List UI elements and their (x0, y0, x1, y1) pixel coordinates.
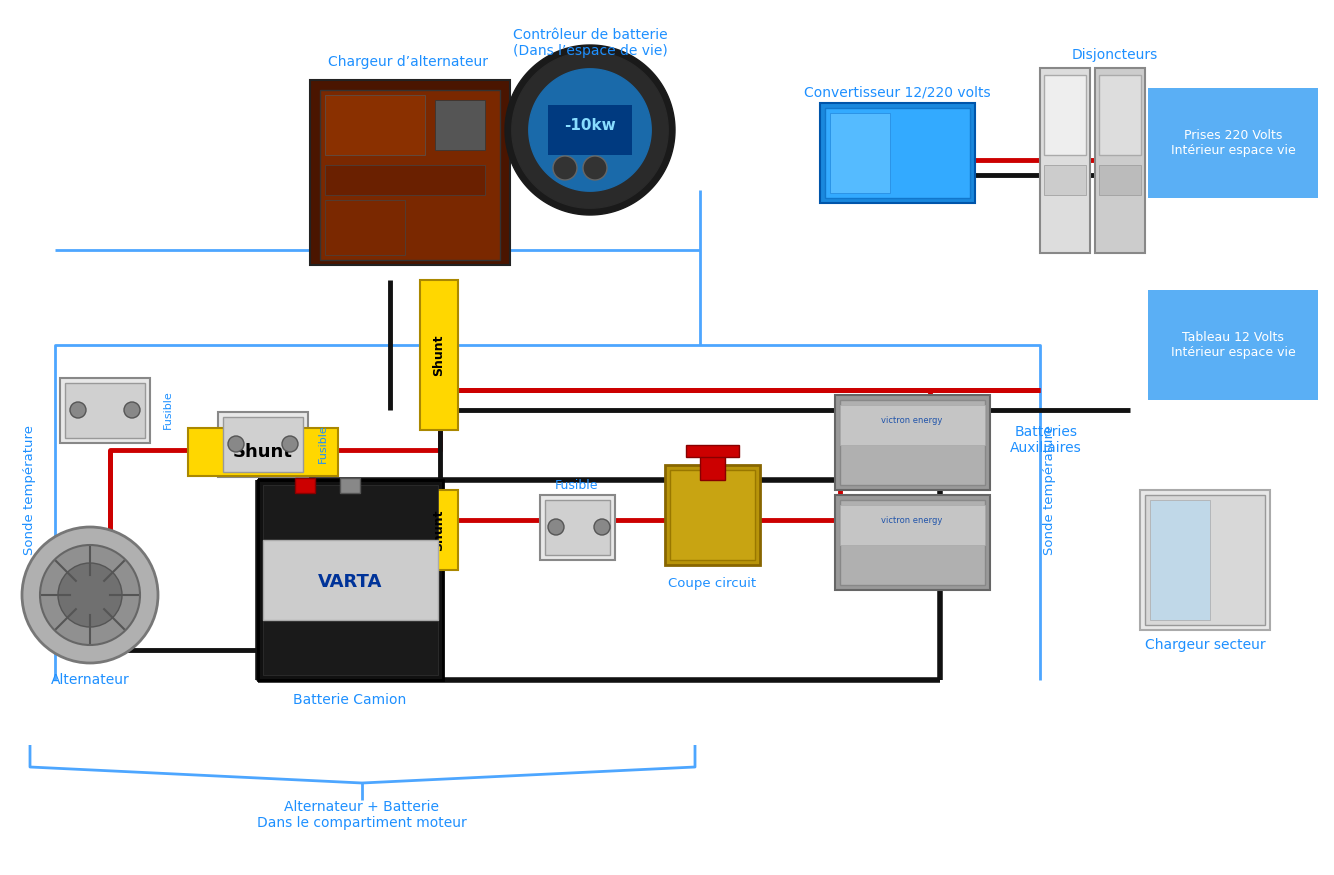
Circle shape (57, 563, 121, 627)
Text: Tableau 12 Volts
Intérieur espace vie: Tableau 12 Volts Intérieur espace vie (1171, 331, 1295, 359)
Text: Batteries
Auxiliaires: Batteries Auxiliaires (1010, 425, 1082, 455)
FancyBboxPatch shape (65, 383, 145, 438)
FancyBboxPatch shape (1150, 500, 1210, 620)
Polygon shape (506, 45, 675, 215)
Circle shape (21, 527, 157, 663)
FancyBboxPatch shape (1141, 490, 1270, 630)
Text: victron energy: victron energy (882, 515, 943, 524)
Circle shape (40, 545, 140, 645)
Text: Convertisseur 12/220 volts: Convertisseur 12/220 volts (803, 85, 990, 99)
FancyBboxPatch shape (1045, 75, 1086, 155)
FancyBboxPatch shape (700, 450, 724, 480)
Text: VARTA: VARTA (317, 573, 382, 591)
FancyBboxPatch shape (840, 400, 984, 485)
Text: Alternateur: Alternateur (51, 673, 129, 687)
Text: Shunt: Shunt (233, 443, 293, 461)
Circle shape (69, 402, 85, 418)
Polygon shape (512, 52, 668, 208)
FancyBboxPatch shape (320, 90, 500, 260)
Text: Contrôleur de batterie
(Dans l’espace de vie): Contrôleur de batterie (Dans l’espace de… (512, 28, 667, 58)
FancyBboxPatch shape (840, 405, 984, 445)
FancyBboxPatch shape (223, 417, 303, 472)
Text: victron energy: victron energy (882, 416, 943, 424)
Circle shape (548, 519, 564, 535)
Text: Fusible: Fusible (555, 479, 599, 492)
FancyBboxPatch shape (840, 500, 984, 585)
FancyBboxPatch shape (670, 470, 755, 560)
Text: Chargeur d’alternateur: Chargeur d’alternateur (328, 55, 488, 69)
Text: Disjoncteurs: Disjoncteurs (1073, 48, 1158, 62)
FancyBboxPatch shape (1145, 495, 1265, 625)
Text: Shunt: Shunt (432, 509, 446, 550)
Circle shape (554, 156, 578, 180)
FancyBboxPatch shape (257, 480, 443, 680)
Text: Chargeur secteur: Chargeur secteur (1145, 638, 1266, 652)
FancyBboxPatch shape (263, 540, 438, 620)
FancyBboxPatch shape (840, 505, 984, 545)
Text: Coupe circuit: Coupe circuit (668, 577, 756, 590)
FancyBboxPatch shape (309, 80, 510, 265)
Circle shape (228, 436, 244, 452)
FancyBboxPatch shape (1041, 68, 1090, 253)
FancyBboxPatch shape (1149, 88, 1318, 198)
Polygon shape (528, 69, 651, 192)
FancyBboxPatch shape (1095, 68, 1145, 253)
Text: Shunt: Shunt (432, 334, 446, 375)
FancyBboxPatch shape (1045, 165, 1086, 195)
Text: Prises 220 Volts
Intérieur espace vie: Prises 220 Volts Intérieur espace vie (1171, 129, 1295, 157)
FancyBboxPatch shape (540, 495, 615, 560)
Text: Batterie Camion: Batterie Camion (293, 693, 407, 707)
Text: Sonde température: Sonde température (1043, 425, 1057, 555)
FancyBboxPatch shape (1099, 75, 1141, 155)
FancyBboxPatch shape (420, 490, 458, 570)
FancyBboxPatch shape (340, 478, 360, 493)
FancyBboxPatch shape (824, 108, 970, 198)
FancyBboxPatch shape (548, 105, 632, 155)
Text: Fusible: Fusible (317, 424, 328, 464)
Circle shape (124, 402, 140, 418)
Circle shape (281, 436, 297, 452)
FancyBboxPatch shape (835, 495, 990, 590)
FancyBboxPatch shape (217, 412, 308, 477)
FancyBboxPatch shape (820, 103, 975, 203)
FancyBboxPatch shape (325, 200, 406, 255)
FancyBboxPatch shape (686, 445, 739, 457)
FancyBboxPatch shape (188, 428, 338, 476)
FancyBboxPatch shape (325, 165, 486, 195)
FancyBboxPatch shape (546, 500, 610, 555)
FancyBboxPatch shape (295, 478, 315, 493)
FancyBboxPatch shape (835, 395, 990, 490)
FancyBboxPatch shape (325, 95, 426, 155)
FancyBboxPatch shape (1099, 165, 1141, 195)
Text: Fusible: Fusible (163, 390, 173, 430)
FancyBboxPatch shape (435, 100, 486, 150)
FancyBboxPatch shape (420, 280, 458, 430)
Text: Sonde température: Sonde température (24, 425, 36, 555)
FancyBboxPatch shape (263, 485, 438, 675)
Text: -10kw: -10kw (564, 117, 616, 132)
Text: Alternateur + Batterie
Dans le compartiment moteur: Alternateur + Batterie Dans le compartim… (257, 800, 467, 830)
Circle shape (594, 519, 610, 535)
FancyBboxPatch shape (60, 378, 149, 443)
Circle shape (583, 156, 607, 180)
FancyBboxPatch shape (1149, 290, 1318, 400)
FancyBboxPatch shape (830, 113, 890, 193)
FancyBboxPatch shape (666, 465, 760, 565)
